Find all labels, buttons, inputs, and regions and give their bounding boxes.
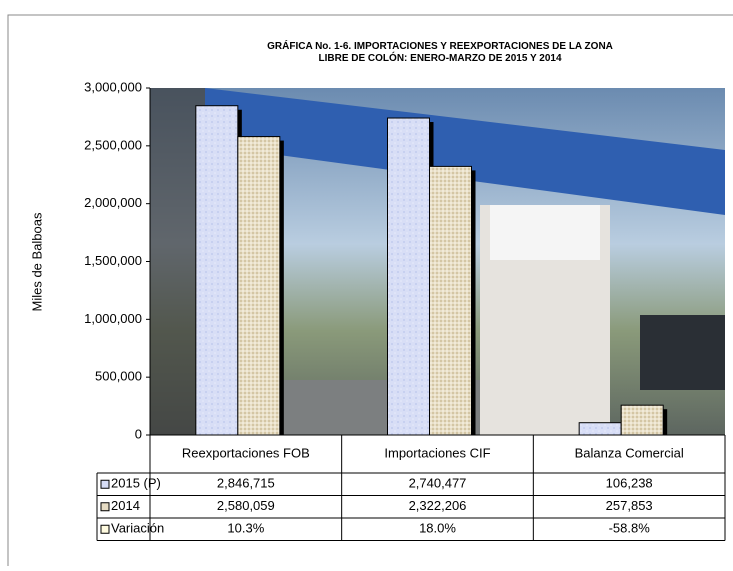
- y-tick-label: 1,500,000: [84, 253, 142, 268]
- legend-label: Variación: [111, 521, 164, 536]
- table-value: 257,853: [606, 498, 653, 513]
- y-tick-label: 1,000,000: [84, 311, 142, 326]
- table-value: 10.3%: [227, 521, 264, 536]
- chart-title: GRÁFICA No. 1-6. IMPORTACIONES Y REEXPOR…: [267, 39, 613, 64]
- bar: [429, 165, 472, 436]
- bar: [237, 136, 281, 436]
- y-tick-label: 0: [135, 426, 142, 441]
- table-value: 18.0%: [419, 521, 456, 536]
- y-tick-label: 3,000,000: [84, 79, 142, 94]
- table-value: 106,238: [606, 476, 653, 491]
- category-label: Reexportaciones FOB: [182, 445, 310, 460]
- table-value: 2,322,206: [409, 498, 467, 513]
- y-axis-label: Miles de Balboas: [29, 212, 44, 311]
- legend-key: [100, 524, 110, 534]
- bar: [620, 404, 664, 436]
- legend-key: [100, 479, 110, 489]
- category-label: Balanza Comercial: [575, 445, 684, 460]
- table-value: 2,846,715: [217, 476, 275, 491]
- bar: [578, 422, 622, 436]
- table-value: 2,580,059: [217, 498, 275, 513]
- y-tick-label: 500,000: [95, 369, 142, 384]
- table-value: -58.8%: [609, 521, 651, 536]
- bar: [387, 117, 430, 436]
- legend-label: 2015 (P): [111, 476, 161, 491]
- legend-key: [100, 502, 110, 512]
- category-label: Importaciones CIF: [384, 445, 490, 460]
- y-tick-label: 2,000,000: [84, 195, 142, 210]
- frame: [7, 14, 733, 566]
- y-tick-label: 2,500,000: [84, 137, 142, 152]
- bar: [195, 105, 239, 436]
- table-value: 2,740,477: [409, 476, 467, 491]
- legend-label: 2014: [111, 498, 140, 513]
